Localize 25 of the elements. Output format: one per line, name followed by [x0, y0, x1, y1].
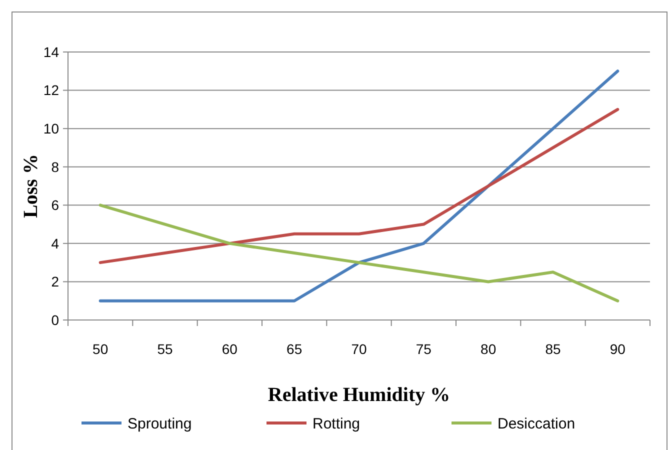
y-tick-label: 10 — [43, 120, 60, 136]
y-tick-label: 6 — [51, 197, 60, 214]
x-tick-label: 85 — [545, 341, 561, 357]
x-tick-label: 65 — [286, 341, 302, 357]
legend-label: Rotting — [312, 415, 360, 432]
y-tick-label: 2 — [51, 274, 60, 290]
x-tick-label: 50 — [92, 341, 108, 357]
x-tick-label: 70 — [351, 341, 367, 357]
y-tick-label: 4 — [51, 235, 60, 252]
legend-label: Desiccation — [498, 415, 576, 432]
line-series — [98, 70, 620, 302]
legend-label: Sprouting — [128, 415, 192, 432]
y-tick-label: 8 — [51, 158, 60, 175]
y-tick-label: 12 — [43, 82, 60, 98]
y-tick-label: 14 — [43, 44, 60, 60]
x-tick-label: 80 — [480, 341, 496, 357]
x-tick-label: 75 — [416, 341, 432, 357]
x-tick-label: 55 — [157, 341, 173, 357]
y-tick-label: 0 — [51, 312, 60, 328]
line-series — [98, 108, 620, 264]
x-tick-label: 90 — [610, 341, 626, 357]
y-axis-title: Loss % — [20, 154, 42, 218]
line-series — [98, 204, 620, 302]
x-tick-label: 60 — [222, 341, 238, 357]
x-axis-title: Relative Humidity % — [268, 384, 450, 406]
